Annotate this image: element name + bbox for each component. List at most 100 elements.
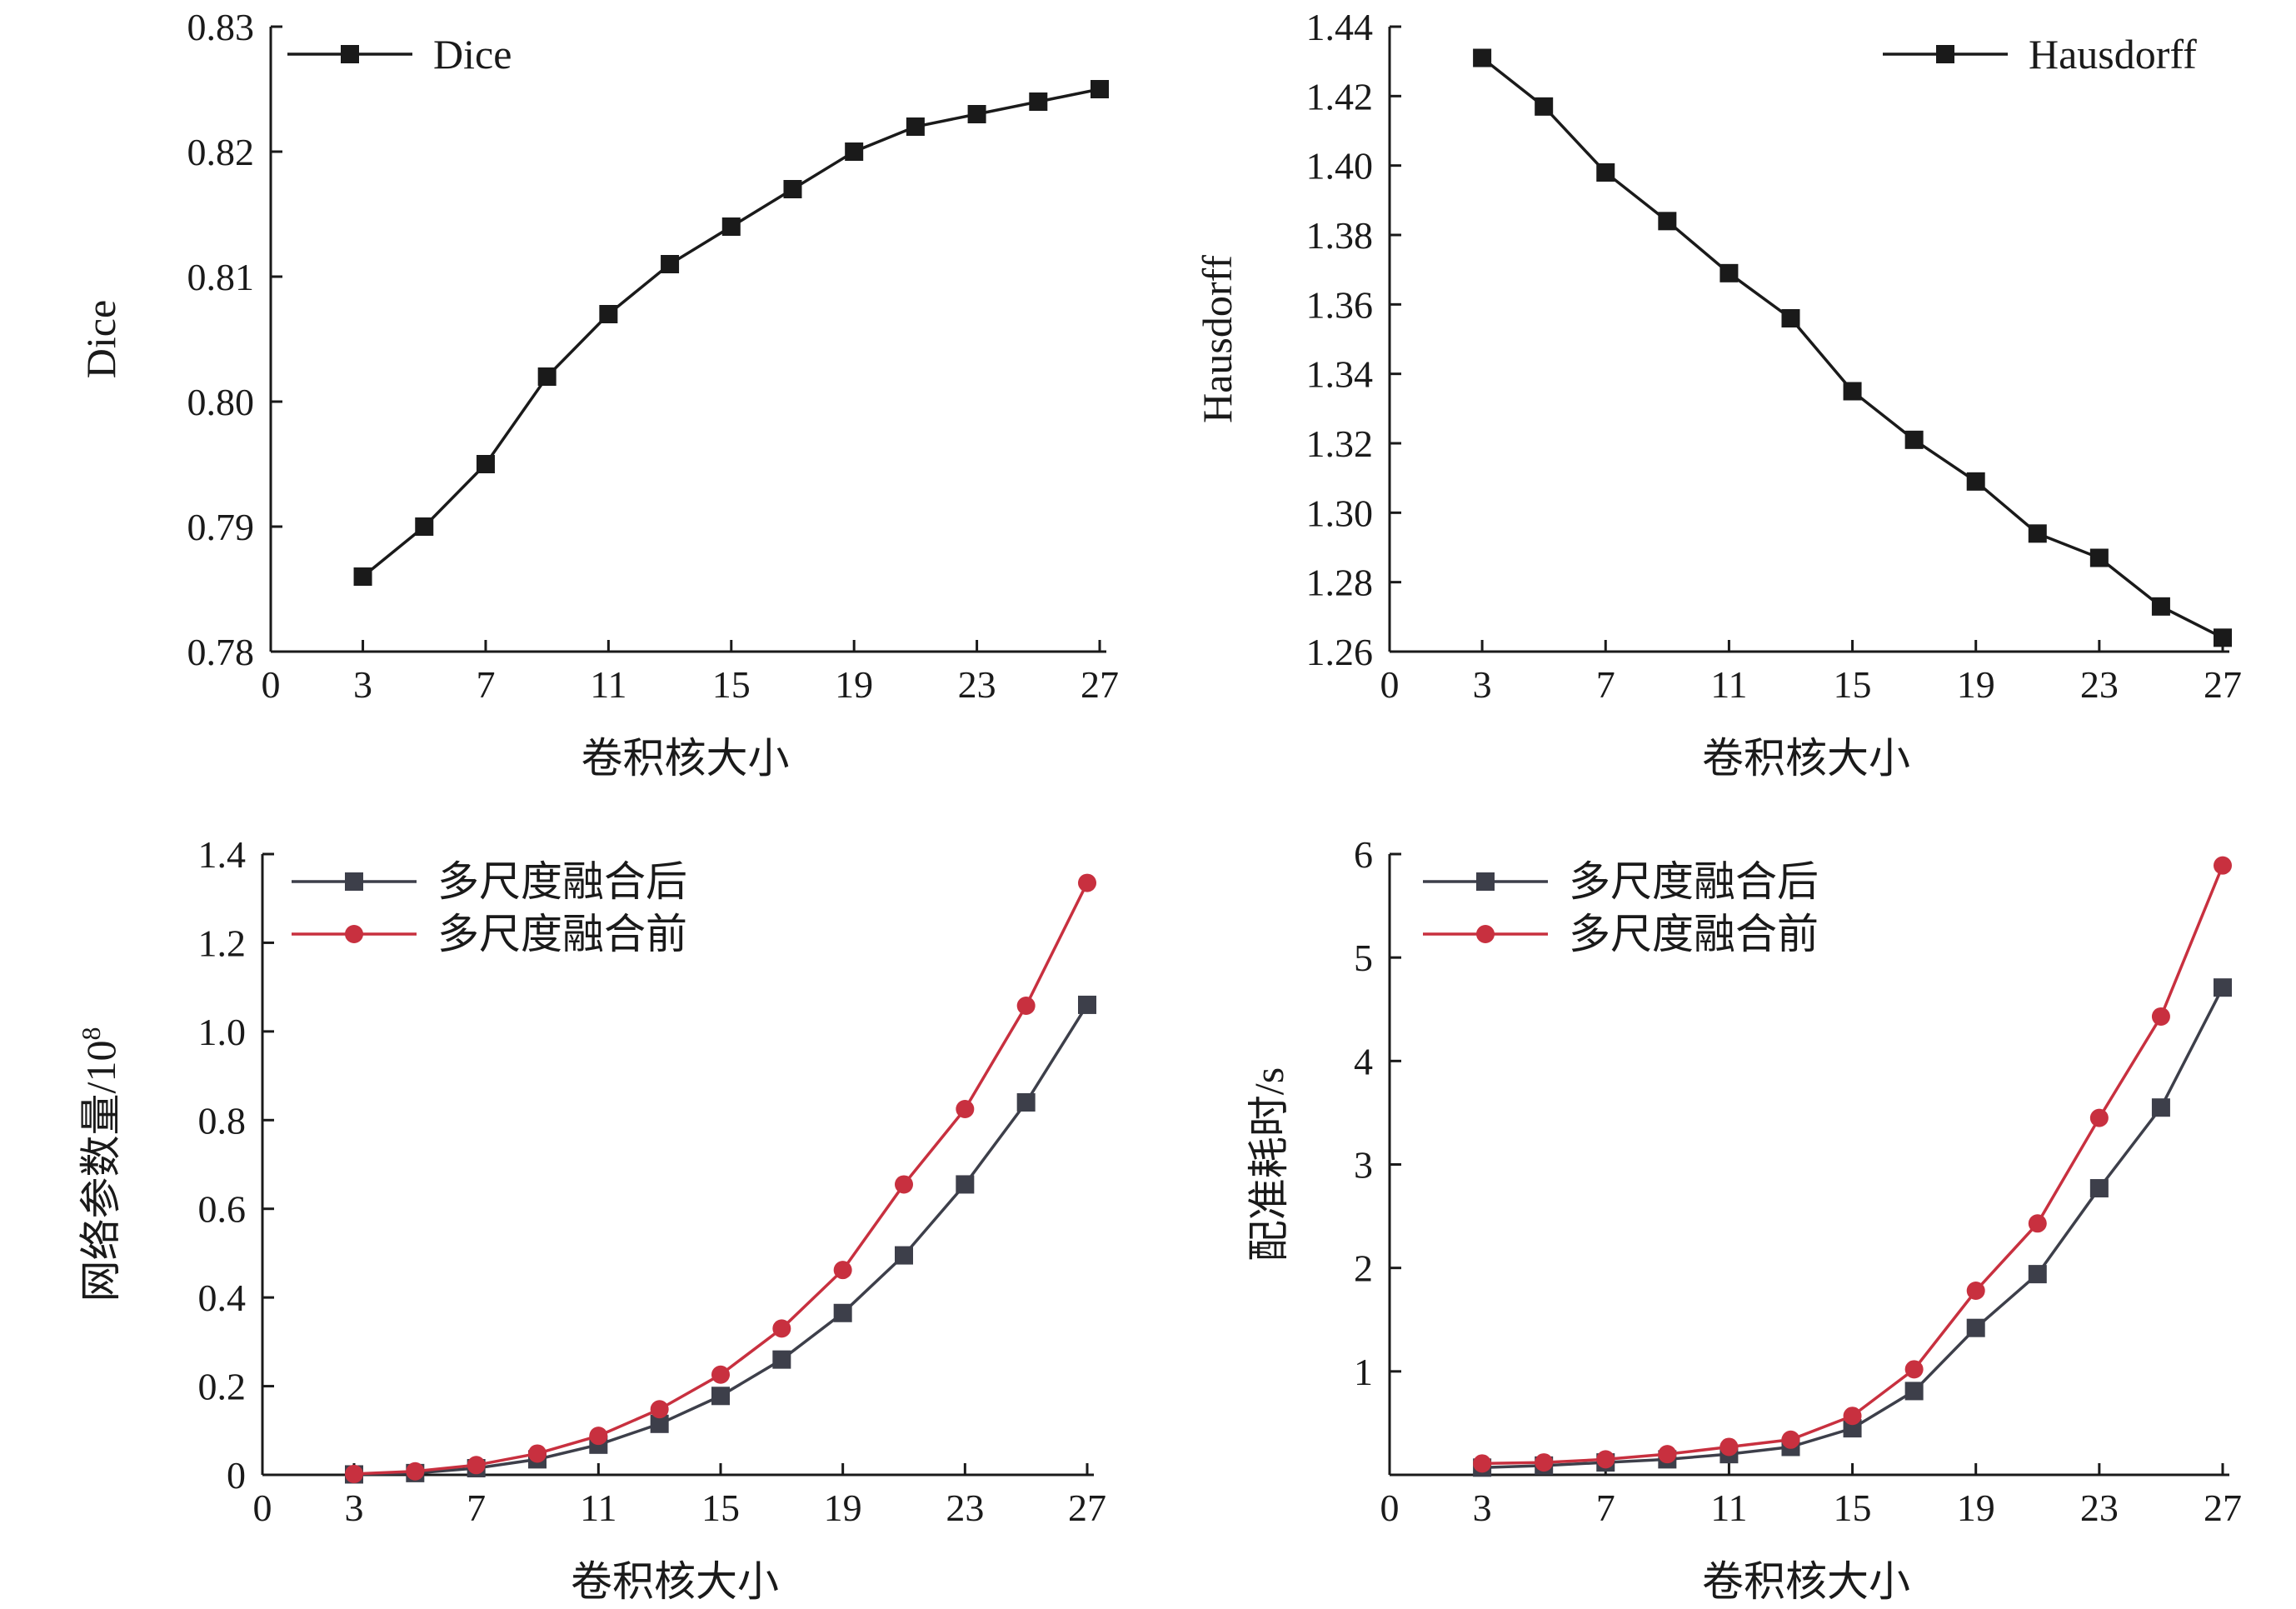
y-tick-label: 1.0	[198, 1011, 247, 1053]
x-tick-label: 3	[1473, 663, 1492, 706]
data-point	[1029, 92, 1048, 111]
data-point	[1078, 995, 1096, 1014]
data-point	[661, 255, 680, 273]
y-tick-label: 0.4	[198, 1277, 247, 1319]
y-tick-label: 1.44	[1306, 6, 1374, 48]
y-tick-label: 6	[1354, 833, 1373, 876]
data-point	[845, 142, 864, 161]
y-axis-title-exponent: 8	[76, 1027, 106, 1041]
data-point	[345, 1464, 363, 1483]
y-tick-label: 1.30	[1306, 492, 1374, 534]
x-tick-label: 11	[1710, 1487, 1747, 1529]
data-point	[1596, 1450, 1615, 1469]
data-point	[2214, 628, 2232, 647]
y-tick-label: 0.82	[187, 131, 255, 173]
x-axis-title: 卷积核大小	[1702, 1558, 1910, 1605]
x-tick-label: 27	[1081, 663, 1119, 706]
data-point	[772, 1319, 791, 1338]
data-point	[415, 517, 434, 536]
x-tick-label: 23	[2080, 1487, 2119, 1529]
data-point	[1720, 1437, 1739, 1457]
x-tick-label: 0	[253, 1487, 272, 1529]
x-tick-label: 11	[1710, 663, 1747, 706]
y-tick-label: 1.42	[1306, 75, 1374, 117]
dice-chart: 0.78 0.79 0.80 0.81 0.82 0.83 0 3 7 11 15 19 23 27 卷积核…	[77, 6, 1119, 782]
x-tick-label: 27	[1068, 1487, 1106, 1529]
y-axis-title: Dice	[77, 300, 124, 378]
data-point	[1843, 382, 1862, 401]
y-axis-title: 网络参数量/108	[76, 1027, 124, 1302]
x-axis-title: 卷积核大小	[571, 1558, 779, 1605]
x-tick-label: 27	[2204, 1487, 2242, 1529]
data-point	[476, 455, 495, 473]
data-point	[1843, 1407, 1862, 1426]
legend-label: 多尺度融合后	[437, 858, 687, 905]
data-point	[895, 1246, 913, 1265]
data-point	[783, 180, 802, 198]
data-point	[2214, 856, 2232, 875]
x-tick-label: 19	[1957, 663, 1995, 706]
data-point	[2028, 524, 2047, 543]
data-point	[711, 1387, 730, 1406]
legend-label: 多尺度融合前	[1569, 911, 1819, 957]
data-point	[467, 1456, 486, 1475]
series-line	[1482, 987, 2224, 1470]
x-tick-label: 19	[835, 663, 873, 706]
data-point	[833, 1303, 852, 1322]
y-tick-label: 0	[227, 1454, 246, 1497]
data-point	[1966, 472, 1985, 491]
y-tick-label: 1.2	[198, 922, 247, 964]
legend-marker	[1476, 872, 1495, 891]
x-tick-label: 11	[580, 1487, 616, 1529]
data-point	[1658, 212, 1677, 231]
x-tick-label: 0	[1380, 1487, 1400, 1529]
data-point	[711, 1365, 730, 1384]
y-tick-label: 1.28	[1306, 562, 1374, 604]
x-tick-label: 7	[1596, 663, 1615, 706]
data-point	[1535, 1453, 1554, 1472]
legend-marker	[341, 45, 359, 63]
y-tick-label: 5	[1354, 937, 1373, 979]
x-tick-label: 15	[1834, 1487, 1872, 1529]
data-point	[1904, 430, 1924, 449]
data-point	[650, 1400, 669, 1419]
x-tick-label: 15	[701, 1487, 740, 1529]
y-tick-label: 1.40	[1306, 145, 1374, 187]
y-tick-label: 1.4	[198, 833, 247, 876]
y-tick-label: 0.8	[198, 1099, 247, 1142]
y-tick-label: 3	[1354, 1144, 1373, 1187]
data-point	[650, 1414, 669, 1433]
x-tick-label: 3	[1473, 1487, 1492, 1529]
x-tick-label: 7	[467, 1487, 486, 1529]
x-axis-title: 卷积核大小	[1702, 735, 1910, 782]
data-point	[2089, 1108, 2109, 1127]
y-tick-label: 1.36	[1306, 283, 1374, 326]
parameter-count-chart: 0 0.2 0.4 0.6 0.8 1.0 1.2 1.4 0 3 7 11 15 19 23 27 卷积核大小…	[76, 833, 1106, 1605]
data-point	[2151, 597, 2170, 616]
legend-marker	[1476, 925, 1495, 943]
series-line	[362, 87, 1101, 578]
x-tick-label: 3	[353, 663, 372, 706]
data-point	[1473, 1454, 1492, 1473]
data-point	[1781, 1430, 1800, 1449]
data-point	[1658, 1445, 1677, 1464]
data-point	[2151, 1007, 2170, 1026]
data-point	[1016, 1093, 1036, 1112]
x-tick-label: 3	[345, 1487, 364, 1529]
y-tick-label: 0.83	[187, 6, 255, 48]
data-point	[2151, 1098, 2170, 1117]
x-axis-title: 卷积核大小	[581, 735, 790, 782]
data-point	[2028, 1265, 2047, 1284]
data-point	[353, 567, 372, 586]
data-point	[2089, 548, 2109, 567]
y-axis-title: 配准耗时/s	[1245, 1067, 1292, 1262]
y-tick-label: 0.2	[198, 1366, 247, 1408]
legend-label: Hausdorff	[2029, 31, 2197, 77]
data-point	[2028, 1214, 2047, 1233]
x-tick-label: 23	[946, 1487, 984, 1529]
x-tick-label: 23	[958, 663, 996, 706]
y-axis-title: Hausdorff	[1194, 255, 1240, 423]
x-tick-label: 0	[1380, 663, 1400, 706]
